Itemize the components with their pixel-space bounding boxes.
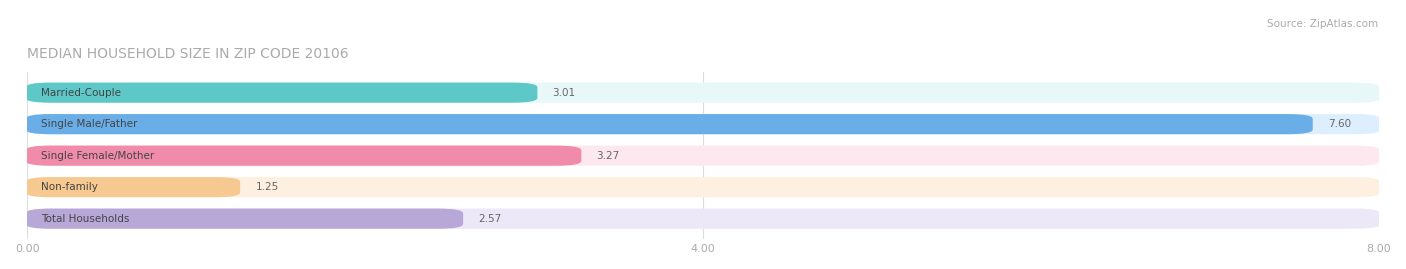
FancyBboxPatch shape [25, 146, 581, 166]
FancyBboxPatch shape [25, 177, 1381, 197]
FancyBboxPatch shape [25, 208, 463, 229]
FancyBboxPatch shape [25, 83, 537, 103]
FancyBboxPatch shape [25, 114, 1313, 134]
Text: Non-family: Non-family [41, 182, 97, 192]
Text: 2.57: 2.57 [478, 214, 502, 224]
FancyBboxPatch shape [25, 114, 1381, 134]
Text: 3.27: 3.27 [596, 151, 620, 161]
Text: Source: ZipAtlas.com: Source: ZipAtlas.com [1267, 19, 1378, 29]
Text: 3.01: 3.01 [553, 88, 576, 98]
FancyBboxPatch shape [25, 208, 1381, 229]
Text: Single Male/Father: Single Male/Father [41, 119, 138, 129]
FancyBboxPatch shape [25, 177, 240, 197]
Text: Total Households: Total Households [41, 214, 129, 224]
Text: 7.60: 7.60 [1327, 119, 1351, 129]
FancyBboxPatch shape [25, 83, 1381, 103]
Text: Married-Couple: Married-Couple [41, 88, 121, 98]
FancyBboxPatch shape [25, 146, 1381, 166]
Text: Single Female/Mother: Single Female/Mother [41, 151, 155, 161]
Text: MEDIAN HOUSEHOLD SIZE IN ZIP CODE 20106: MEDIAN HOUSEHOLD SIZE IN ZIP CODE 20106 [27, 47, 349, 61]
Text: 1.25: 1.25 [256, 182, 278, 192]
